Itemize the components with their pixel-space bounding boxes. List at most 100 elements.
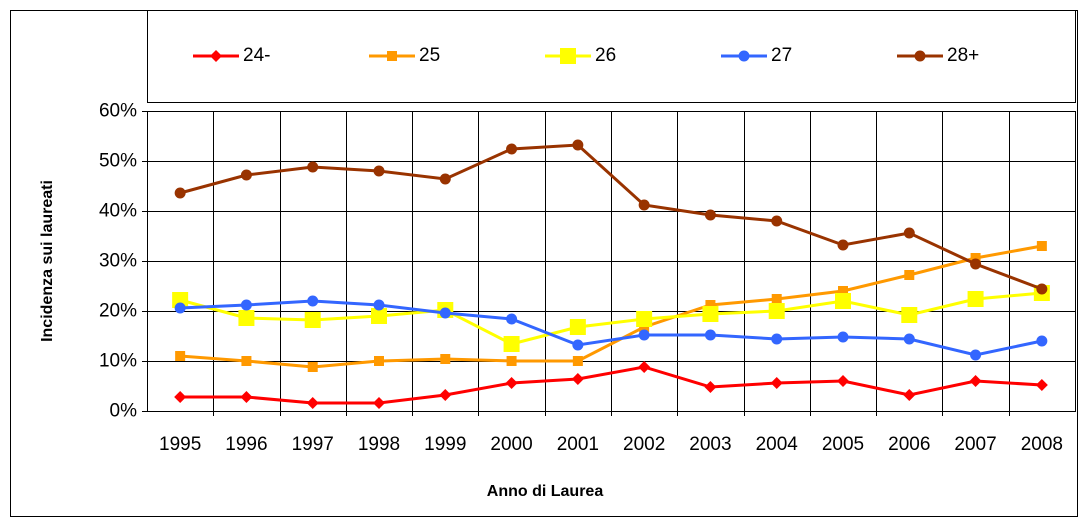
marker [572, 356, 583, 366]
marker [771, 333, 783, 345]
legend-label: 24- [243, 45, 270, 66]
marker [572, 139, 584, 151]
marker [373, 299, 385, 311]
marker [705, 300, 716, 310]
marker [172, 292, 189, 308]
marker [704, 381, 717, 393]
marker [914, 50, 926, 62]
marker [304, 312, 321, 328]
marker [969, 375, 982, 387]
marker [967, 291, 984, 307]
x-tick-label: 2003 [689, 434, 731, 455]
series-line [180, 299, 1043, 357]
marker [439, 307, 451, 319]
marker [306, 397, 319, 409]
x-axis-label: Anno di Laurea [487, 483, 604, 500]
marker [307, 295, 319, 307]
marker [373, 397, 385, 409]
series-line [179, 291, 1042, 346]
marker [174, 302, 186, 314]
marker [505, 377, 518, 389]
marker [241, 356, 252, 366]
legend-label: 26 [595, 45, 616, 66]
x-tick-label: 2001 [557, 434, 599, 455]
marker [770, 377, 783, 389]
x-tick-label: 1995 [159, 434, 201, 455]
marker [638, 361, 651, 373]
x-tick-label: 1998 [358, 434, 400, 455]
series-line [180, 244, 1043, 369]
marker [970, 253, 981, 263]
x-tick-label: 2002 [623, 434, 665, 455]
marker [904, 270, 915, 280]
marker [371, 308, 387, 324]
marker [1035, 379, 1048, 391]
y-tick-label: 50% [99, 151, 137, 172]
marker [970, 349, 982, 361]
marker [238, 310, 255, 326]
marker [901, 307, 918, 323]
marker [374, 356, 384, 366]
marker [838, 286, 848, 296]
marker [636, 311, 653, 327]
series-line [179, 143, 1043, 291]
marker [1036, 241, 1047, 251]
y-tick-label: 40% [99, 201, 137, 222]
marker [903, 389, 916, 401]
y-tick-label: 60% [99, 101, 137, 122]
y-tick-label: 20% [99, 301, 137, 322]
x-tick-label: 2007 [954, 434, 996, 455]
marker [174, 391, 187, 403]
x-tick-label: 2005 [822, 434, 864, 455]
y-axis-label: Incidenza sui laureati [39, 180, 56, 342]
legend-label: 25 [419, 45, 440, 66]
marker [1036, 335, 1048, 347]
marker [569, 319, 586, 335]
marker [307, 161, 319, 173]
x-tick-label: 1996 [225, 434, 267, 455]
marker [903, 333, 915, 345]
marker [210, 50, 222, 62]
marker [439, 173, 451, 185]
marker [440, 354, 451, 364]
marker [506, 356, 517, 366]
marker [903, 227, 915, 239]
marker [439, 389, 452, 401]
y-tick-label: 10% [99, 351, 137, 372]
marker [572, 339, 584, 351]
marker [970, 258, 982, 270]
x-tick-label: 2000 [490, 434, 532, 455]
marker [771, 215, 783, 227]
marker [837, 375, 849, 387]
marker [387, 51, 397, 61]
marker [506, 143, 518, 155]
legend-label: 27 [771, 45, 792, 66]
marker [835, 293, 851, 309]
legend-label: 28+ [947, 45, 979, 66]
marker [704, 209, 716, 221]
plot-border [147, 111, 1076, 412]
y-tick-label: 30% [99, 251, 137, 272]
marker [240, 299, 252, 311]
y-tick-label: 0% [110, 401, 138, 422]
x-tick-label: 2006 [888, 434, 930, 455]
marker [704, 329, 716, 341]
marker [240, 169, 252, 181]
marker [506, 313, 518, 325]
marker [174, 187, 186, 199]
x-tick-label: 1997 [292, 434, 334, 455]
marker [638, 199, 650, 211]
x-tick-label: 2008 [1021, 434, 1063, 455]
marker [837, 331, 849, 343]
x-tick-label: 1999 [424, 434, 466, 455]
marker [373, 165, 385, 177]
marker [768, 303, 785, 319]
marker [738, 50, 750, 62]
marker [307, 362, 318, 372]
marker [1036, 283, 1048, 295]
marker [503, 336, 520, 352]
marker [571, 373, 584, 385]
marker [240, 391, 253, 403]
marker [638, 329, 650, 341]
